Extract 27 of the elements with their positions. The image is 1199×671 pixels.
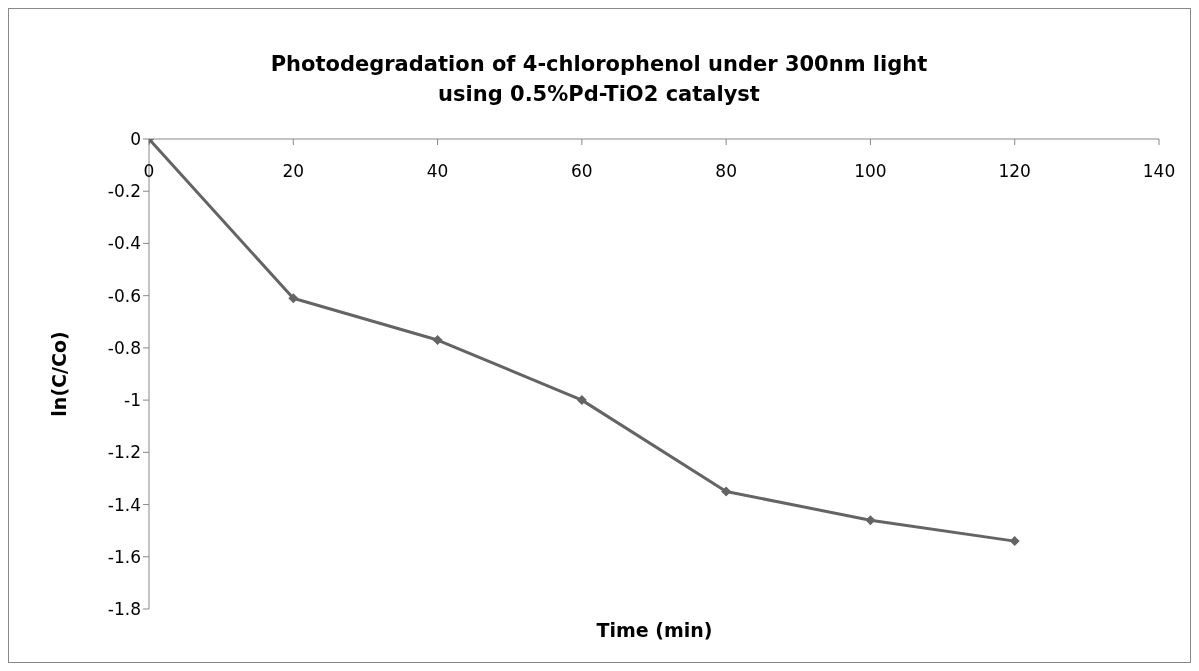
x-tick-label: 120 xyxy=(998,161,1031,181)
y-tick-label: -0.4 xyxy=(107,233,141,254)
point xyxy=(288,293,299,304)
point xyxy=(1009,536,1020,547)
y-tick-label: -1.4 xyxy=(107,494,141,515)
y-tick-label: -1.8 xyxy=(107,599,141,620)
x-axis-title: Time (min) xyxy=(595,619,714,641)
y-tick-label: -0.2 xyxy=(107,181,141,202)
x-tick-label: 40 xyxy=(426,161,449,181)
point xyxy=(576,395,587,406)
point xyxy=(865,515,876,526)
y-tick-label: -1.2 xyxy=(107,442,141,463)
y-tick-label: -1.6 xyxy=(107,546,141,567)
y-tick-label: -0.8 xyxy=(107,337,141,358)
x-tick-label: 20 xyxy=(282,161,305,181)
y-tick-label: -0.6 xyxy=(107,285,141,306)
y-tick-label: -1 xyxy=(124,390,141,411)
x-tick-label: 60 xyxy=(571,161,593,181)
point xyxy=(432,335,443,346)
x-tick-label: 80 xyxy=(715,161,737,181)
y-tick-label: 0 xyxy=(130,129,141,150)
chart-title: Photodegradation of 4-chlorophenol under 300nm light using 0.5%Pd-TiO2 catalyst xyxy=(269,51,929,108)
x-tick-label: 0 xyxy=(143,161,155,181)
y-axis-title: ln(C/Co) xyxy=(47,331,70,417)
x-tick-label: 100 xyxy=(854,161,887,181)
x-tick-label: 140 xyxy=(1142,161,1176,181)
point xyxy=(721,486,732,497)
